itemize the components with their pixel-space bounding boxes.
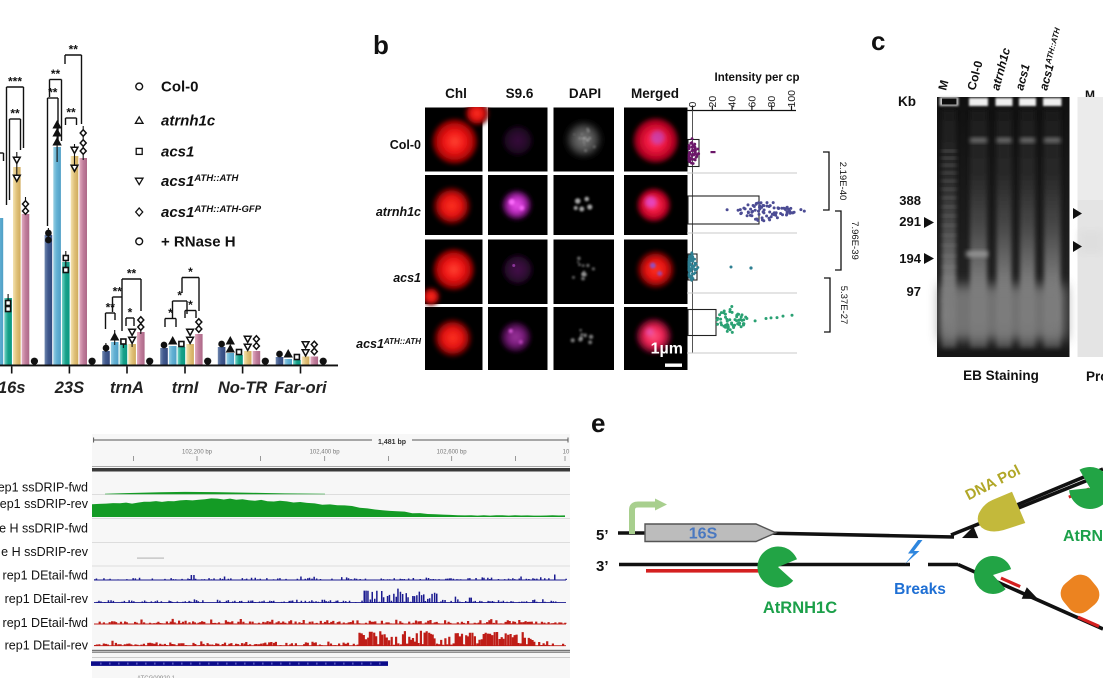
svg-text:acs1: acs1 (1012, 62, 1033, 92)
svg-text:rep1 DEtail-fwd: rep1 DEtail-fwd (3, 616, 88, 630)
svg-text:Far-ori: Far-ori (274, 379, 327, 397)
svg-text:e: e (591, 408, 605, 438)
svg-text:16S: 16S (689, 526, 718, 543)
svg-text:ep1 ssDRIP-rev: ep1 ssDRIP-rev (0, 497, 89, 511)
svg-text:b: b (373, 30, 389, 60)
svg-text:AtRNH1C: AtRNH1C (763, 599, 837, 617)
svg-text:**: ** (69, 43, 79, 57)
svg-text:60: 60 (746, 96, 758, 108)
svg-text:ATCG00920.1: ATCG00920.1 (137, 676, 176, 678)
svg-text:rep1 DEtail-rev: rep1 DEtail-rev (5, 592, 89, 606)
svg-text:Kb: Kb (898, 94, 916, 109)
svg-text:102,600 bp: 102,600 bp (437, 450, 468, 456)
svg-text:5.37E-27: 5.37E-27 (838, 286, 849, 325)
svg-text:atrnh1c: atrnh1c (376, 205, 421, 219)
svg-text:***: *** (8, 75, 22, 89)
svg-text:*: * (188, 265, 193, 279)
svg-text:194: 194 (899, 251, 921, 266)
svg-text:100: 100 (786, 90, 798, 108)
svg-text:*: * (177, 289, 182, 303)
svg-text:ep1 ssDRIP-fwd: ep1 ssDRIP-fwd (0, 481, 88, 495)
svg-text:Merged: Merged (631, 86, 679, 101)
svg-text:102,400 bp: 102,400 bp (310, 450, 341, 456)
svg-text:**: ** (10, 107, 20, 121)
svg-text:80: 80 (766, 96, 778, 108)
svg-text:DAPI: DAPI (569, 86, 601, 101)
svg-text:20: 20 (707, 96, 719, 108)
svg-text:**: ** (106, 301, 116, 315)
svg-text:3’: 3’ (596, 558, 609, 575)
svg-text:M: M (1085, 88, 1095, 102)
svg-text:*: * (188, 298, 193, 312)
svg-text:7.96E-39: 7.96E-39 (849, 221, 860, 260)
svg-text:Col-0: Col-0 (161, 79, 199, 96)
svg-text:M: M (935, 78, 951, 91)
svg-text:40: 40 (727, 96, 739, 108)
svg-text:*: * (168, 306, 173, 320)
svg-text:**: ** (48, 86, 58, 100)
svg-text:AtRNH: AtRNH (1063, 528, 1103, 545)
svg-text:5’: 5’ (596, 527, 609, 544)
svg-text:Intensity per cp: Intensity per cp (715, 72, 800, 84)
svg-text:**: ** (66, 106, 76, 120)
svg-text:e H ssDRIP-fwd: e H ssDRIP-fwd (0, 522, 88, 536)
svg-text:**: ** (51, 67, 61, 81)
svg-text:23S: 23S (54, 379, 84, 397)
svg-text:S9.6: S9.6 (506, 86, 534, 101)
svg-text:388: 388 (899, 193, 921, 208)
svg-text:**: ** (113, 285, 123, 299)
svg-text:*: * (128, 306, 133, 320)
svg-text:0: 0 (687, 102, 699, 108)
svg-text:291: 291 (899, 214, 921, 229)
svg-text:1µm: 1µm (651, 341, 683, 358)
svg-text:1,481 bp: 1,481 bp (378, 439, 406, 446)
svg-text:**: ** (127, 267, 137, 281)
svg-text:acs1: acs1 (161, 143, 194, 160)
svg-text:trnI: trnI (172, 379, 199, 397)
svg-text:c: c (871, 26, 885, 56)
svg-text:+ RNase H: + RNase H (161, 233, 236, 250)
svg-text:102,200 bp: 102,200 bp (182, 450, 213, 456)
svg-text:Breaks: Breaks (894, 581, 946, 598)
svg-text:No-TR: No-TR (218, 379, 268, 397)
svg-text:rep1 DEtail-rev: rep1 DEtail-rev (5, 639, 89, 653)
svg-text:trnA: trnA (110, 379, 144, 397)
svg-text:atrnh1c: atrnh1c (161, 113, 216, 130)
svg-text:Probing: Probing (1086, 369, 1103, 384)
svg-text:16s: 16s (0, 379, 25, 397)
svg-text:EB Staining: EB Staining (963, 368, 1039, 383)
svg-text:e H ssDRIP-rev: e H ssDRIP-rev (1, 545, 89, 559)
svg-text:10: 10 (563, 450, 570, 456)
svg-text:acs1: acs1 (393, 271, 421, 285)
svg-text:97: 97 (907, 284, 921, 299)
svg-text:rep1 DEtail-fwd: rep1 DEtail-fwd (3, 569, 88, 583)
svg-text:2.19E-40: 2.19E-40 (837, 162, 848, 201)
svg-text:Col-0: Col-0 (390, 138, 421, 152)
svg-text:Chl: Chl (445, 86, 467, 101)
